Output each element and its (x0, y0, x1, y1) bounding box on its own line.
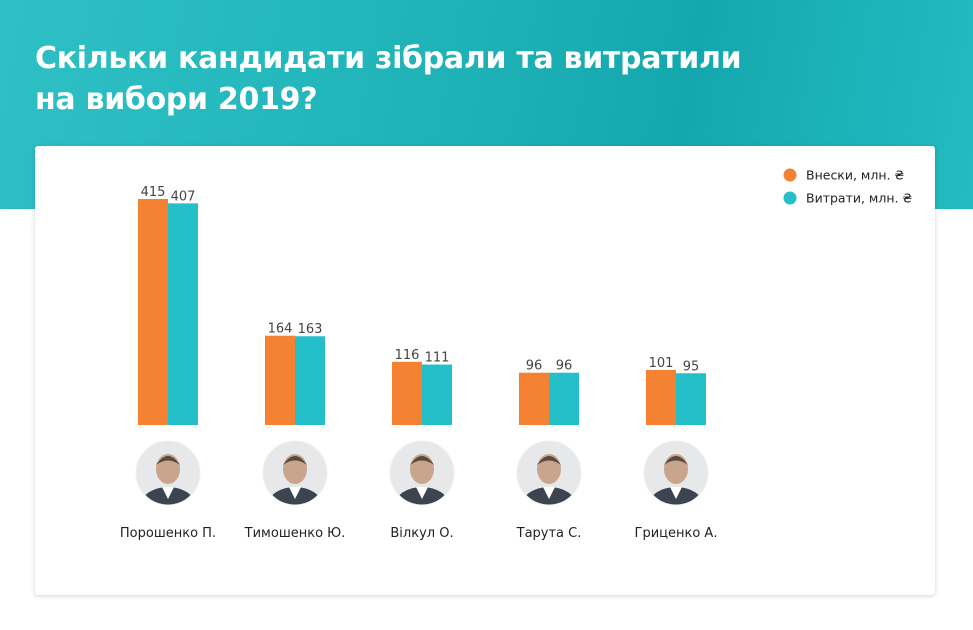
category-label: Тимошенко Ю. (244, 526, 346, 541)
data-label: 407 (171, 189, 196, 204)
portrait-taruta-icon (517, 441, 581, 505)
bar-contributions[interactable] (138, 199, 168, 425)
category-label: Тарута С. (516, 526, 582, 541)
bar-contributions[interactable] (646, 369, 676, 425)
data-label: 96 (526, 359, 543, 374)
bar-expenses[interactable] (422, 364, 452, 425)
bar-expenses[interactable] (549, 372, 579, 425)
legend-item[interactable]: Витрати, млн. ₴ (783, 191, 913, 206)
category-group: 101 95 Гриценко А. (635, 356, 718, 541)
category-label: Порошенко П. (120, 526, 216, 541)
legend-marker-icon (783, 168, 797, 182)
data-label: 163 (298, 322, 323, 337)
category-group: 415 407 Порошенко П. (120, 185, 216, 541)
data-label: 116 (395, 348, 420, 363)
portrait-poroshenko-icon (136, 441, 200, 505)
legend-label: Витрати, млн. ₴ (806, 191, 912, 206)
data-label: 95 (683, 359, 700, 374)
category-group: 164 163 Тимошенко Ю. (244, 322, 346, 541)
data-label: 101 (649, 356, 674, 371)
data-label: 96 (556, 359, 573, 374)
category-label: Гриценко А. (635, 526, 718, 541)
legend-marker-icon (783, 191, 797, 205)
category-group: 96 96 Тарута С. (516, 359, 582, 541)
category-group: 116 111 Вілкул О. (389, 348, 455, 541)
bar-contributions[interactable] (265, 335, 295, 425)
data-label: 164 (268, 322, 293, 337)
legend-item[interactable]: Внески, млн. ₴ (783, 168, 905, 183)
page-title-line2: на вибори 2019? (35, 82, 318, 117)
bar-contributions[interactable] (519, 372, 549, 425)
category-label: Вілкул О. (390, 526, 453, 541)
portrait-vilkul-icon (390, 441, 454, 505)
data-label: 111 (425, 351, 450, 366)
page-title: Скільки кандидати зібрали та витратили н… (35, 38, 795, 120)
page-title-line1: Скільки кандидати зібрали та витратили (35, 41, 742, 76)
legend-label: Внески, млн. ₴ (806, 168, 904, 183)
data-label: 415 (141, 185, 166, 200)
bar-expenses[interactable] (168, 203, 198, 425)
bar-contributions[interactable] (392, 361, 422, 425)
portrait-tymoshenko-icon (263, 441, 327, 505)
bar-expenses[interactable] (295, 336, 325, 425)
portrait-hrytsenko-icon (644, 441, 708, 505)
legend: Внески, млн. ₴ Витрати, млн. ₴ (783, 168, 913, 206)
bar-expenses[interactable] (676, 373, 706, 425)
chart-card: 415 407 Порошенко П. 164 163 Тимошенко Ю. 116 1… (35, 146, 935, 595)
